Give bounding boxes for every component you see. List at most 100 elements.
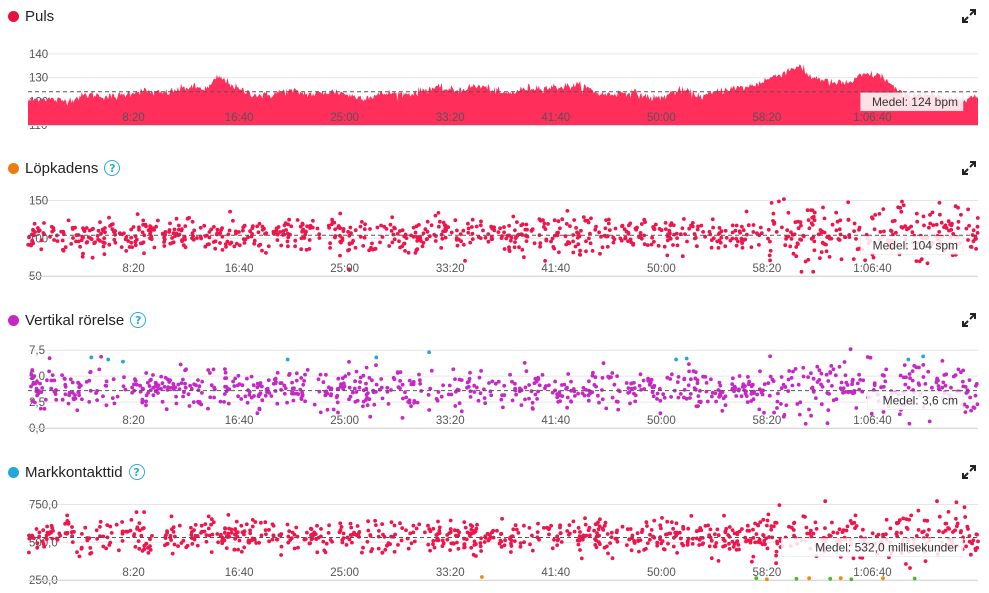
data-point	[275, 401, 280, 406]
x-tick-label: 8:20	[122, 567, 144, 579]
data-point	[293, 238, 298, 243]
data-point	[114, 522, 119, 527]
data-point	[347, 241, 352, 246]
data-point	[218, 399, 223, 404]
data-point	[682, 388, 687, 392]
expand-arrows-icon[interactable]	[961, 312, 977, 328]
data-point	[431, 542, 435, 547]
data-point	[527, 526, 532, 530]
data-point	[687, 369, 691, 374]
x-tick-label: 33:20	[436, 263, 465, 275]
data-point	[57, 531, 62, 536]
data-point	[328, 538, 333, 542]
data-point	[30, 368, 35, 372]
data-point	[628, 401, 632, 406]
data-point	[257, 407, 262, 412]
data-point	[49, 523, 54, 528]
data-point	[68, 377, 73, 382]
data-point	[690, 224, 695, 229]
data-point	[524, 234, 528, 238]
data-point	[871, 388, 876, 392]
data-point	[470, 225, 474, 229]
data-point	[542, 221, 547, 226]
data-point	[275, 370, 280, 375]
data-point	[928, 213, 932, 217]
data-point	[590, 249, 595, 253]
data-point	[710, 390, 715, 395]
data-point	[956, 367, 961, 372]
data-point	[650, 390, 655, 395]
data-point	[35, 545, 40, 550]
data-point	[629, 386, 634, 391]
data-point	[807, 226, 812, 231]
data-point	[220, 226, 225, 230]
data-point	[723, 244, 728, 249]
data-point	[859, 535, 863, 540]
data-point	[962, 505, 967, 510]
data-point	[696, 224, 700, 229]
data-point	[139, 533, 144, 538]
data-point	[927, 225, 931, 230]
question-circle-icon[interactable]: ?	[130, 312, 147, 328]
data-point	[834, 228, 839, 233]
data-point	[503, 538, 507, 543]
data-point	[558, 523, 562, 528]
panel-vertical: 7,5 5,0 2,5 0,0 8:20 16:40 25:00 33:20 41:40 50:0…	[0, 304, 989, 456]
data-point	[552, 246, 557, 251]
data-point	[209, 522, 214, 527]
data-point	[712, 544, 717, 549]
puls-chart: 1401301201108:2016:4025:0033:2041:4050:0…	[28, 49, 978, 132]
data-point	[425, 219, 430, 224]
data-point	[135, 525, 140, 530]
data-point	[285, 239, 290, 244]
average-label-bg	[866, 391, 964, 410]
data-point	[253, 520, 258, 524]
data-point	[600, 397, 605, 402]
data-point	[74, 233, 79, 237]
data-point	[708, 527, 713, 532]
data-point	[271, 533, 276, 538]
data-point	[813, 520, 818, 525]
expand-arrows-icon[interactable]	[961, 464, 977, 480]
data-point	[890, 219, 895, 224]
data-point	[782, 197, 786, 201]
data-point	[454, 533, 458, 538]
expand-arrows-icon[interactable]	[961, 160, 977, 176]
data-point	[338, 528, 343, 533]
panel-title-row: Vertikal rörelse ?	[8, 310, 147, 330]
data-point	[101, 244, 106, 249]
data-point	[472, 390, 477, 394]
data-point	[404, 395, 409, 400]
data-point	[167, 380, 172, 384]
data-point	[455, 540, 459, 545]
data-point	[973, 546, 978, 551]
data-point	[426, 542, 431, 547]
data-point	[379, 223, 383, 228]
data-point	[589, 216, 593, 221]
data-point	[626, 239, 630, 243]
data-point	[99, 231, 103, 236]
data-point	[308, 541, 312, 546]
data-point	[738, 230, 742, 235]
data-point	[53, 388, 58, 393]
x-tick-label: 50:00	[647, 567, 676, 579]
data-point	[616, 407, 621, 412]
data-point	[599, 234, 603, 239]
data-point	[639, 236, 644, 241]
data-point	[36, 226, 40, 230]
data-point	[285, 400, 289, 405]
data-point	[244, 522, 249, 527]
data-point	[298, 224, 303, 229]
data-point	[307, 238, 312, 242]
data-point	[694, 529, 699, 534]
data-point	[187, 404, 192, 408]
data-point	[360, 220, 364, 224]
question-circle-icon[interactable]: ?	[104, 160, 121, 176]
question-circle-icon[interactable]: ?	[128, 464, 145, 480]
data-point	[83, 525, 88, 530]
y-tick-label: 150	[29, 196, 48, 208]
data-point	[211, 367, 216, 372]
data-point	[340, 236, 345, 240]
expand-arrows-icon[interactable]	[961, 8, 977, 24]
data-point	[70, 390, 75, 395]
